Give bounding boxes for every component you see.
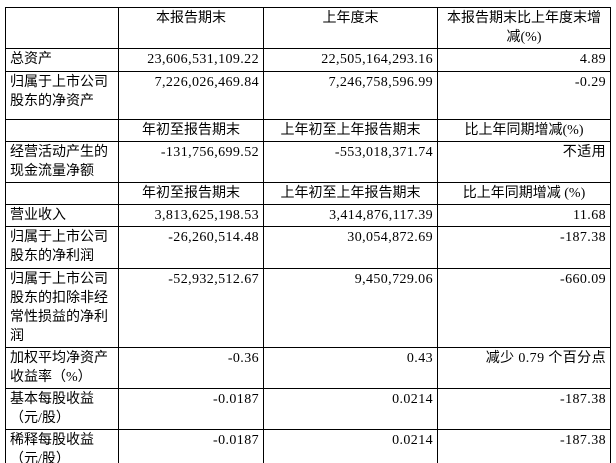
row-label: 营业收入 [5, 204, 119, 227]
header-cell-yoy-change: 比上年同期增减(%) [437, 119, 611, 142]
header-cell-prior-ytd: 上年初至上年报告期末 [263, 119, 438, 142]
value-prior: -553,018,371.74 [263, 141, 438, 183]
table-header-row-period-end: 本报告期末 上年度末 本报告期末比上年度末增 减(%) [5, 7, 611, 49]
table-row-operating-cash-flow: 经营活动产生的 现金流量净额 -131,756,699.52 -553,018,… [5, 141, 611, 183]
value-current: 7,226,026,469.84 [118, 71, 264, 120]
header-cell-yoy-change: 比上年同期增减 (%) [437, 182, 611, 205]
value-current: -52,932,512.67 [118, 268, 264, 348]
value-change: -187.38 [437, 226, 611, 269]
header-cell-ytd: 年初至报告期末 [118, 119, 264, 142]
table-row-weighted-avg-roe: 加权平均净资产 收益率（%） -0.36 0.43 减少 0.79 个百分点 [5, 347, 611, 389]
table-row-net-profit-excl-nonrecurring: 归属于上市公司 股东的扣除非经 常性损益的净利 润 -52,932,512.67… [5, 268, 611, 348]
row-label: 稀释每股收益 （元/股） [5, 429, 119, 463]
value-prior: 22,505,164,293.16 [263, 48, 438, 72]
row-label: 归属于上市公司 股东的扣除非经 常性损益的净利 润 [5, 268, 119, 348]
value-prior: 3,414,876,117.39 [263, 204, 438, 227]
row-label: 加权平均净资产 收益率（%） [5, 347, 119, 389]
value-change: -187.38 [437, 388, 611, 430]
row-label: 经营活动产生的 现金流量净额 [5, 141, 119, 183]
value-change: 11.68 [437, 204, 611, 227]
value-prior: 0.0214 [263, 388, 438, 430]
value-current: -0.0187 [118, 429, 264, 463]
row-label: 归属于上市公司 股东的净资产 [5, 71, 119, 120]
row-label: 基本每股收益 （元/股） [5, 388, 119, 430]
value-change: 减少 0.79 个百分点 [437, 347, 611, 389]
value-current: -131,756,699.52 [118, 141, 264, 183]
header-cell-prior-ytd: 上年初至上年报告期末 [263, 182, 438, 205]
value-change: 4.89 [437, 48, 611, 72]
table-row-operating-revenue: 营业收入 3,813,625,198.53 3,414,876,117.39 1… [5, 204, 611, 227]
header-cell-prior-year-end: 上年度末 [263, 7, 438, 49]
table-row-total-assets: 总资产 23,606,531,109.22 22,505,164,293.16 … [5, 48, 611, 72]
header-cell-ytd: 年初至报告期末 [118, 182, 264, 205]
value-change: -660.09 [437, 268, 611, 348]
table-row-basic-eps: 基本每股收益 （元/股） -0.0187 0.0214 -187.38 [5, 388, 611, 430]
header-cell-change-vs-prior-year-end: 本报告期末比上年度末增 减(%) [437, 7, 611, 49]
header-cell-current-period-end: 本报告期末 [118, 7, 264, 49]
table-row-net-assets: 归属于上市公司 股东的净资产 7,226,026,469.84 7,246,75… [5, 71, 611, 120]
value-change: 不适用 [437, 141, 611, 183]
row-label: 归属于上市公司 股东的净利润 [5, 226, 119, 269]
value-change: -0.29 [437, 71, 611, 120]
value-current: -0.0187 [118, 388, 264, 430]
table-row-net-profit: 归属于上市公司 股东的净利润 -26,260,514.48 30,054,872… [5, 226, 611, 269]
table-header-row-ytd-1: 年初至报告期末 上年初至上年报告期末 比上年同期增减(%) [5, 119, 611, 142]
value-current: 3,813,625,198.53 [118, 204, 264, 227]
table-row-diluted-eps: 稀释每股收益 （元/股） -0.0187 0.0214 -187.38 [5, 429, 611, 463]
value-prior: 30,054,872.69 [263, 226, 438, 269]
financial-summary-table: 本报告期末 上年度末 本报告期末比上年度末增 减(%) 总资产 23,606,5… [5, 7, 611, 463]
value-prior: 0.0214 [263, 429, 438, 463]
value-current: -0.36 [118, 347, 264, 389]
table-header-row-ytd-2: 年初至报告期末 上年初至上年报告期末 比上年同期增减 (%) [5, 182, 611, 205]
header-cell-blank [5, 182, 119, 205]
value-current: 23,606,531,109.22 [118, 48, 264, 72]
header-cell-blank [5, 7, 119, 49]
value-prior: 9,450,729.06 [263, 268, 438, 348]
value-current: -26,260,514.48 [118, 226, 264, 269]
value-prior: 0.43 [263, 347, 438, 389]
row-label: 总资产 [5, 48, 119, 72]
value-prior: 7,246,758,596.99 [263, 71, 438, 120]
value-change: -187.38 [437, 429, 611, 463]
header-cell-blank [5, 119, 119, 142]
